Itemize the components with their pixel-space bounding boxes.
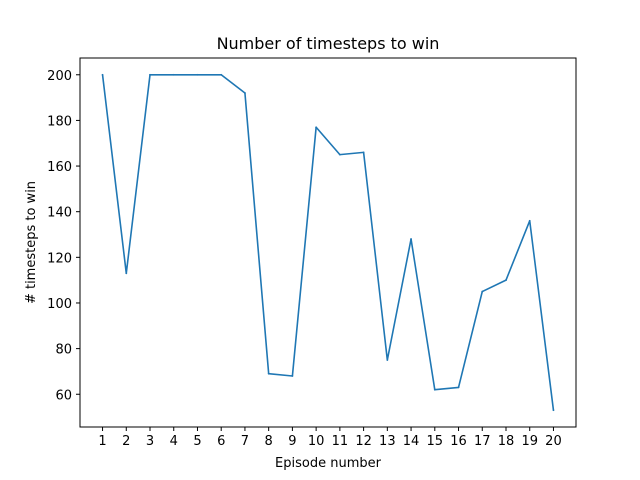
- x-axis-ticks: 1 2 3 4 5 6 7 8 9 10 11 12 13 14 15 16 17 18 19 20: [98, 427, 562, 449]
- data-point: [172, 73, 175, 76]
- y-tick-label: 100: [47, 297, 72, 312]
- series-layer: [101, 73, 555, 412]
- y-tick-label: 140: [47, 206, 72, 221]
- x-tick-label: 5: [193, 434, 201, 449]
- data-point: [433, 388, 436, 391]
- plot-area: [80, 58, 576, 427]
- data-point: [220, 73, 223, 76]
- x-tick-label: 18: [498, 434, 515, 449]
- y-axis-title: # timesteps to win: [24, 181, 39, 304]
- data-point: [101, 73, 104, 76]
- data-point: [244, 92, 246, 94]
- x-tick-label: 7: [241, 434, 249, 449]
- data-point: [125, 272, 128, 275]
- x-tick-label: 15: [427, 434, 444, 449]
- data-point: [457, 386, 460, 389]
- data-point: [362, 151, 365, 154]
- x-tick-label: 20: [545, 434, 562, 449]
- x-tick-label: 6: [217, 434, 225, 449]
- x-tick-label: 9: [288, 434, 296, 449]
- x-tick-label: 11: [332, 434, 349, 449]
- x-tick-label: 16: [450, 434, 467, 449]
- data-point: [386, 359, 389, 361]
- x-tick-label: 4: [170, 434, 178, 449]
- x-tick-label: 12: [355, 434, 372, 449]
- y-tick-label: 180: [47, 114, 72, 129]
- y-tick-label: 200: [47, 69, 72, 84]
- chart-title: Number of timesteps to win: [217, 34, 440, 53]
- x-tick-label: 3: [146, 434, 154, 449]
- data-point: [528, 219, 531, 222]
- x-axis-title: Episode number: [275, 456, 382, 471]
- data-point: [410, 238, 412, 240]
- data-point: [505, 279, 507, 282]
- data-point: [338, 153, 341, 156]
- series-line: [101, 73, 555, 411]
- x-tick-label: 1: [98, 434, 106, 449]
- data-point: [149, 73, 151, 76]
- y-tick-label: 60: [55, 388, 72, 403]
- x-tick-label: 19: [521, 434, 538, 449]
- data-point: [315, 126, 318, 129]
- data-point: [481, 290, 484, 293]
- data-point: [291, 375, 294, 377]
- x-tick-label: 10: [308, 434, 325, 449]
- data-point: [552, 409, 555, 412]
- plot-frame: [79, 57, 577, 428]
- data-point: [196, 73, 199, 76]
- y-tick-label: 80: [55, 343, 72, 358]
- data-point: [267, 372, 270, 375]
- x-tick-label: 2: [122, 434, 130, 449]
- x-tick-label: 8: [265, 434, 273, 449]
- y-axis-ticks: 60 80 100 120 140 160 180 200: [47, 69, 80, 403]
- y-tick-label: 160: [47, 160, 72, 175]
- y-tick-label: 120: [47, 251, 72, 266]
- x-tick-label: 17: [474, 434, 491, 449]
- x-tick-label: 13: [379, 434, 396, 449]
- x-tick-label: 14: [403, 434, 420, 449]
